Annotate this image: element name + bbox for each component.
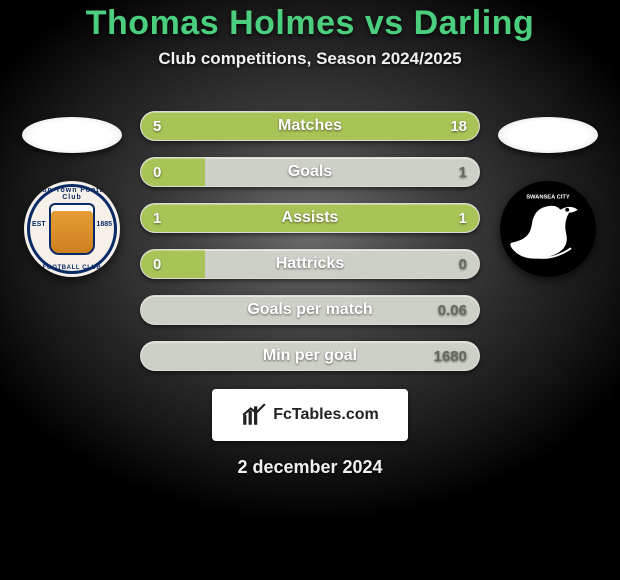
crest-est-right: 1885 [96, 221, 112, 228]
stat-bar: Min per goal1680 [140, 341, 480, 371]
stat-bar: Assists1 1 [140, 203, 480, 233]
brand-label: FcTables.com [273, 406, 379, 424]
date-label: 2 december 2024 [237, 457, 382, 478]
stat-value-right: 18 [450, 112, 467, 140]
main-row: Luton Town Football Club EST 1885 FOOTBA… [0, 105, 620, 371]
comparison-card: Thomas Holmes vs Darling Club competitio… [0, 0, 620, 580]
stat-bar: Goals per match0.06 [140, 295, 480, 325]
stat-value-right: 0 [459, 250, 467, 278]
stat-label: Assists [141, 204, 479, 232]
stat-value-left: 5 [153, 112, 161, 140]
stat-value-left: 0 [153, 250, 161, 278]
stat-label: Goals [141, 158, 479, 186]
stat-value-right: 1 [459, 158, 467, 186]
swan-icon: SWANSEA CITY [500, 181, 596, 277]
page-subtitle: Club competitions, Season 2024/2025 [158, 49, 461, 69]
right-team-crest: SWANSEA CITY [500, 181, 596, 277]
left-team-crest: Luton Town Football Club EST 1885 FOOTBA… [24, 181, 120, 277]
stat-bars: Matches518Goals01Assists11Hattricks00Goa… [140, 105, 480, 371]
stat-label: Min per goal [141, 342, 479, 370]
stat-value-left: 0 [153, 158, 161, 186]
brand-badge[interactable]: FcTables.com [212, 389, 408, 441]
stat-value-right: 1 [459, 204, 467, 232]
stat-bar: Hattricks0 0 [140, 249, 480, 279]
stat-bar: Matches5 18 [140, 111, 480, 141]
stat-label: Goals per match [141, 296, 479, 324]
crest-est-left: EST [32, 221, 46, 228]
brand-logo-icon [241, 402, 267, 428]
left-player-marker [22, 117, 122, 153]
stat-value-right: 1680 [434, 342, 467, 370]
stat-bar: Goals0 1 [140, 157, 480, 187]
left-side: Luton Town Football Club EST 1885 FOOTBA… [22, 105, 122, 277]
svg-text:SWANSEA CITY: SWANSEA CITY [526, 194, 570, 200]
right-side: SWANSEA CITY [498, 105, 598, 277]
page-title: Thomas Holmes vs Darling [86, 4, 534, 43]
right-player-marker [498, 117, 598, 153]
crest-text-top: Luton Town Football Club [24, 187, 120, 201]
stat-value-left: 1 [153, 204, 161, 232]
stat-label: Hattricks [141, 250, 479, 278]
crest-text-bottom: FOOTBALL CLUB [24, 265, 120, 271]
stat-value-right: 0.06 [438, 296, 467, 324]
stat-label: Matches [141, 112, 479, 140]
